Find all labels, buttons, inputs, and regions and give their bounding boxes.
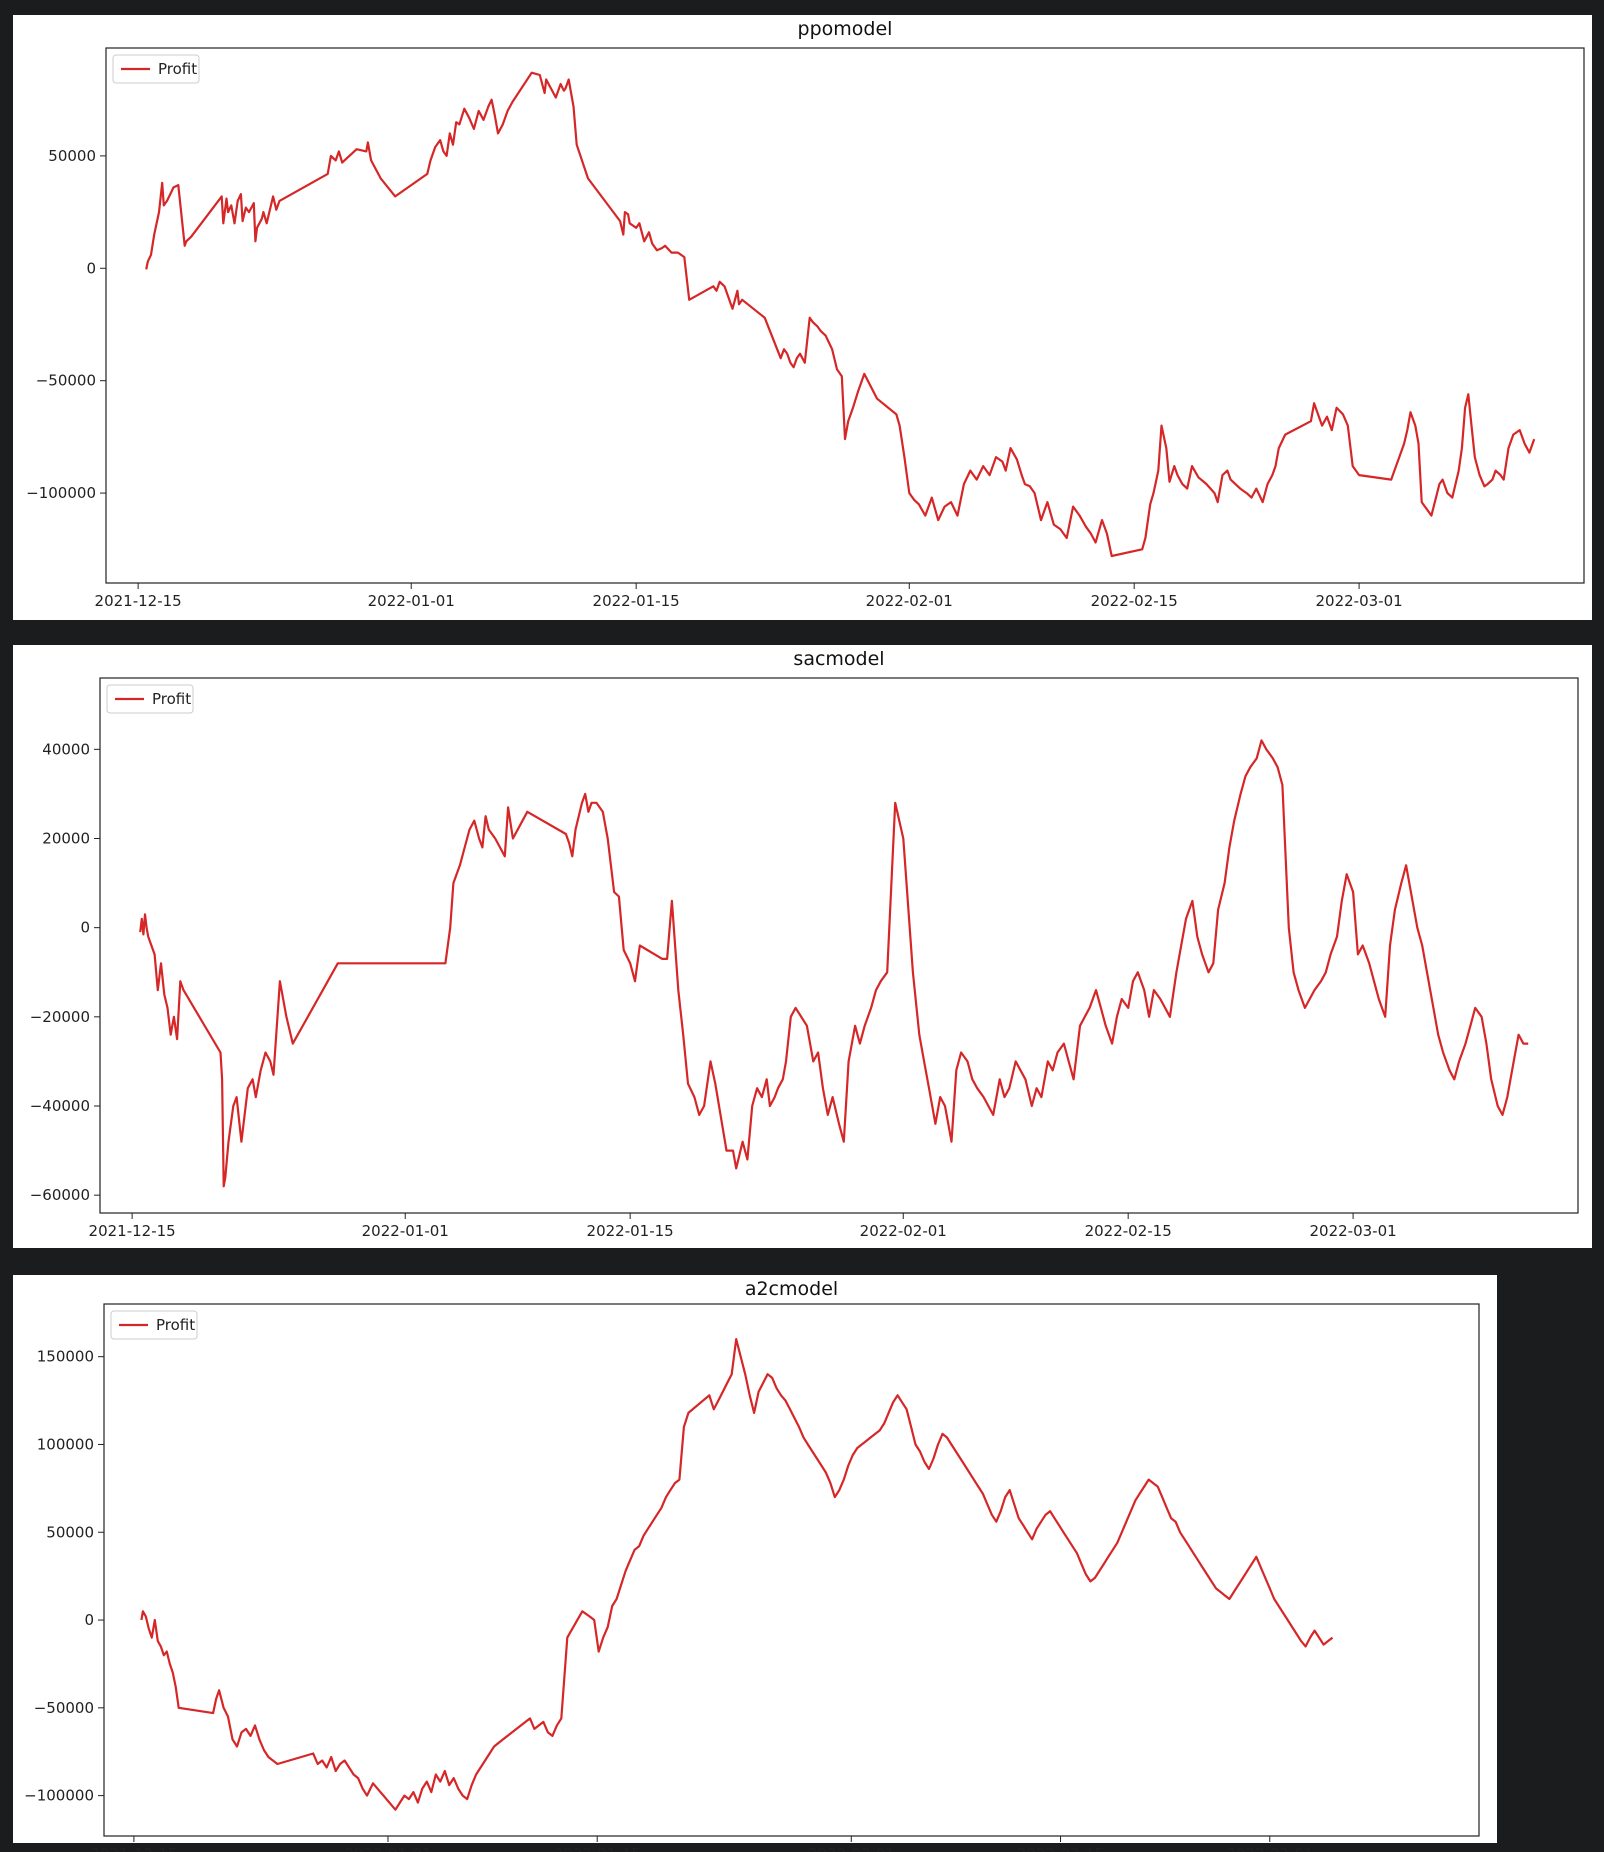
- profit-series-line: [139, 739, 1529, 1188]
- legend: Profit: [112, 54, 200, 84]
- plot-frame: [105, 47, 1585, 584]
- legend-frame: [110, 1310, 198, 1340]
- x-tick-label: 2021-12-15: [90, 1845, 177, 1852]
- y-tick-label: −50000: [34, 1699, 94, 1717]
- y-tick-label: 50000: [46, 1523, 94, 1541]
- chart-title: sacmodel: [793, 648, 884, 670]
- x-tick-label: 2021-12-15: [95, 592, 182, 610]
- ppomodel-chart: ppomodel 50000 0 −50000 −100000 2021-12-15 202…: [26, 18, 1585, 610]
- y-tick-label: −60000: [30, 1186, 90, 1204]
- chart-title: a2cmodel: [745, 1278, 838, 1300]
- legend-label: Profit: [152, 690, 191, 708]
- x-tick-label: 2022-01-01: [362, 1222, 449, 1240]
- x-tick-label: 2022-02-01: [866, 592, 953, 610]
- x-tick-label: 2022-01-01: [344, 1845, 431, 1852]
- y-tick-label: −20000: [30, 1008, 90, 1026]
- legend-frame: [106, 684, 194, 714]
- y-tick-label: −40000: [30, 1097, 90, 1115]
- y-tick-label: 50000: [48, 147, 96, 165]
- x-tick-label: 2022-02-01: [860, 1222, 947, 1240]
- legend-label: Profit: [156, 1316, 195, 1334]
- y-tick-label: 150000: [37, 1348, 94, 1366]
- y-tick-label: 0: [84, 1611, 94, 1629]
- sacmodel-chart: sacmodel 40000 20000 0 −20000 −40000 −60000 202…: [30, 648, 1579, 1240]
- y-tick-label: 20000: [42, 830, 90, 848]
- x-tick-label: 2022-02-15: [1085, 1222, 1172, 1240]
- y-tick-label: 0: [80, 919, 90, 937]
- a2cmodel-chart-panel: a2cmodel 150000 100000 50000 0 −50000 −100000 2…: [13, 1275, 1497, 1852]
- x-tick-label: 2022-01-15: [593, 592, 680, 610]
- y-tick-label: 40000: [42, 740, 90, 758]
- x-tick-label: 2022-01-15: [554, 1845, 641, 1852]
- legend-frame: [112, 54, 200, 84]
- y-tick-label: −50000: [36, 372, 96, 390]
- y-tick-label: −100000: [26, 484, 96, 502]
- x-tick-label: 2022-02-01: [808, 1845, 895, 1852]
- legend: Profit: [110, 1310, 198, 1340]
- y-tick-label: 100000: [37, 1435, 94, 1453]
- plot-frame: [99, 677, 1579, 1214]
- x-tick-label: 2022-03-01: [1315, 592, 1402, 610]
- profit-series-line: [145, 71, 1536, 558]
- x-tick-label: 2022-02-15: [1091, 592, 1178, 610]
- x-tick-label: 2021-12-15: [89, 1222, 176, 1240]
- legend-label: Profit: [158, 60, 197, 78]
- x-tick-label: 2022-02-15: [1017, 1845, 1104, 1852]
- legend: Profit: [106, 684, 194, 714]
- ppomodel-chart-panel: ppomodel 50000 0 −50000 −100000 2021-12-15 202…: [13, 15, 1592, 620]
- x-tick-label: 2022-01-01: [368, 592, 455, 610]
- x-tick-label: 2022-03-01: [1226, 1845, 1313, 1852]
- sacmodel-chart-panel: sacmodel 40000 20000 0 −20000 −40000 −60000 202…: [13, 645, 1592, 1248]
- chart-title: ppomodel: [798, 18, 893, 40]
- plot-frame: [103, 1303, 1480, 1837]
- y-tick-label: 0: [86, 259, 96, 277]
- y-tick-label: −100000: [24, 1787, 94, 1805]
- x-tick-label: 2022-01-15: [587, 1222, 674, 1240]
- x-tick-label: 2022-03-01: [1309, 1222, 1396, 1240]
- a2cmodel-chart: a2cmodel 150000 100000 50000 0 −50000 −100000 2…: [24, 1278, 1480, 1852]
- profit-series-line: [140, 1337, 1334, 1811]
